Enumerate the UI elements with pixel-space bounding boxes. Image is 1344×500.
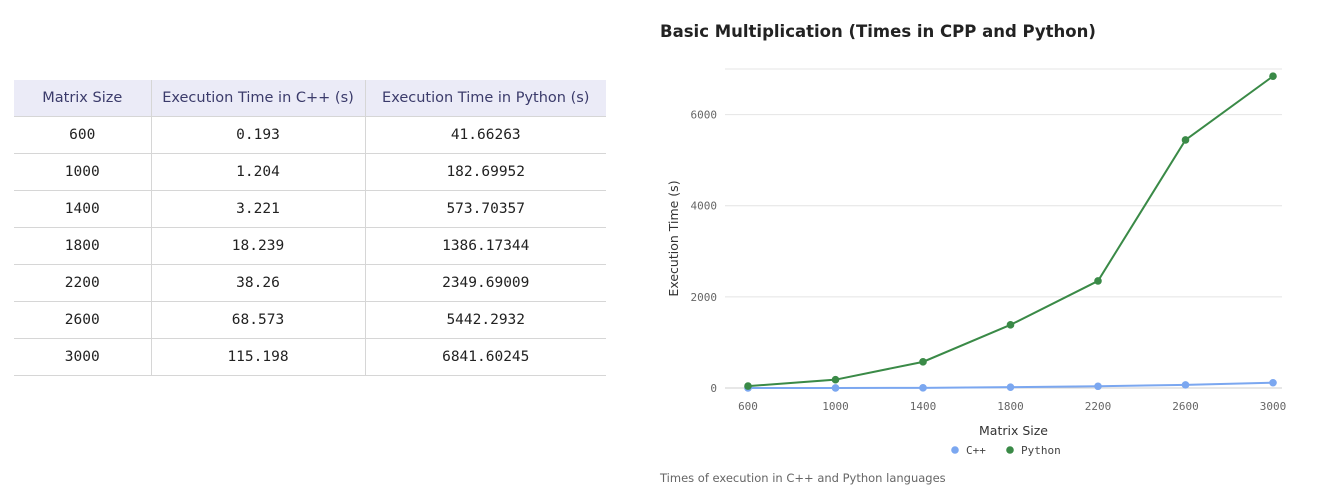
cell-python-time: 6841.60245 <box>364 338 606 376</box>
cell-python-time: 2349.69009 <box>364 264 606 302</box>
cell-matrix-size: 3000 <box>14 338 152 376</box>
header-cpp-time: Execution Time in C++ (s) <box>150 80 366 117</box>
cell-python-time: 5442.2932 <box>364 301 606 339</box>
cell-cpp-time: 68.573 <box>150 301 366 339</box>
data-point <box>1094 382 1102 391</box>
chart-title: Basic Multiplication (Times in CPP and P… <box>660 22 1096 41</box>
cell-cpp-time: 3.221 <box>150 190 366 228</box>
x-tick-label: 1000 <box>822 400 849 413</box>
series-line-python <box>747 75 1274 388</box>
data-point <box>744 382 752 390</box>
data-point <box>1181 381 1190 389</box>
cell-python-time: 41.66263 <box>364 116 606 154</box>
table-row: 3000 115.198 6841.60245 <box>14 338 606 376</box>
cell-cpp-time: 18.239 <box>150 227 366 265</box>
cell-matrix-size: 1800 <box>14 227 152 265</box>
data-point <box>1269 378 1277 387</box>
cell-python-time: 573.70357 <box>364 190 606 228</box>
cell-cpp-time: 115.198 <box>150 338 366 376</box>
x-tick-label: 3000 <box>1260 400 1287 413</box>
y-tick-label: 0 <box>710 382 717 395</box>
table-row: 2200 38.26 2349.69009 <box>14 264 606 302</box>
table-row: 600 0.193 41.66263 <box>14 116 606 154</box>
table-row: 1400 3.221 573.70357 <box>14 190 606 228</box>
cell-matrix-size: 2200 <box>14 264 152 302</box>
cell-matrix-size: 1400 <box>14 190 152 228</box>
cell-python-time: 182.69952 <box>364 153 606 191</box>
data-point <box>831 384 840 392</box>
data-point <box>1006 383 1015 391</box>
x-tick-label: 2200 <box>1085 400 1112 413</box>
data-point <box>1269 72 1277 81</box>
table-header-row: Matrix Size Execution Time in C++ (s) Ex… <box>14 80 606 117</box>
chart-caption: Times of execution in C++ and Python lan… <box>660 471 946 485</box>
y-tick-label: 2000 <box>691 291 718 304</box>
table-row: 1000 1.204 182.69952 <box>14 153 606 191</box>
cell-cpp-time: 0.193 <box>150 116 366 154</box>
table-row: 2600 68.573 5442.2932 <box>14 301 606 339</box>
legend-label: Python <box>1021 444 1061 457</box>
cell-matrix-size: 2600 <box>14 301 152 339</box>
data-point <box>919 358 927 366</box>
x-axis-title: Matrix Size <box>979 423 1048 438</box>
cell-cpp-time: 1.204 <box>150 153 366 191</box>
legend-marker <box>951 446 959 454</box>
cell-matrix-size: 600 <box>14 116 152 154</box>
line-chart: 0 2000 4000 6000 600 1000 1400 1800 2200 2600 3000… <box>666 68 1287 457</box>
y-tick-label: 6000 <box>691 109 718 122</box>
x-tick-label: 1800 <box>997 400 1024 413</box>
data-point <box>1006 321 1015 329</box>
x-tick-label: 1400 <box>910 400 937 413</box>
execution-time-table: Matrix Size Execution Time in C++ (s) Ex… <box>14 80 606 376</box>
y-axis-title: Execution Time (s) <box>666 180 681 296</box>
data-point <box>1181 136 1190 144</box>
header-matrix-size: Matrix Size <box>14 80 152 117</box>
legend-label: C++ <box>966 444 986 457</box>
x-tick-label: 2600 <box>1172 400 1199 413</box>
cell-python-time: 1386.17344 <box>364 227 606 265</box>
data-table-container: Matrix Size Execution Time in C++ (s) Ex… <box>14 80 606 376</box>
data-point <box>831 375 840 384</box>
legend-marker <box>1006 446 1014 454</box>
data-point <box>1094 277 1102 285</box>
cell-matrix-size: 1000 <box>14 153 152 191</box>
cell-cpp-time: 38.26 <box>150 264 366 302</box>
x-tick-label: 600 <box>738 400 758 413</box>
data-point <box>919 384 927 392</box>
y-tick-label: 4000 <box>691 200 718 213</box>
header-python-time: Execution Time in Python (s) <box>364 80 606 117</box>
table-row: 1800 18.239 1386.17344 <box>14 227 606 265</box>
